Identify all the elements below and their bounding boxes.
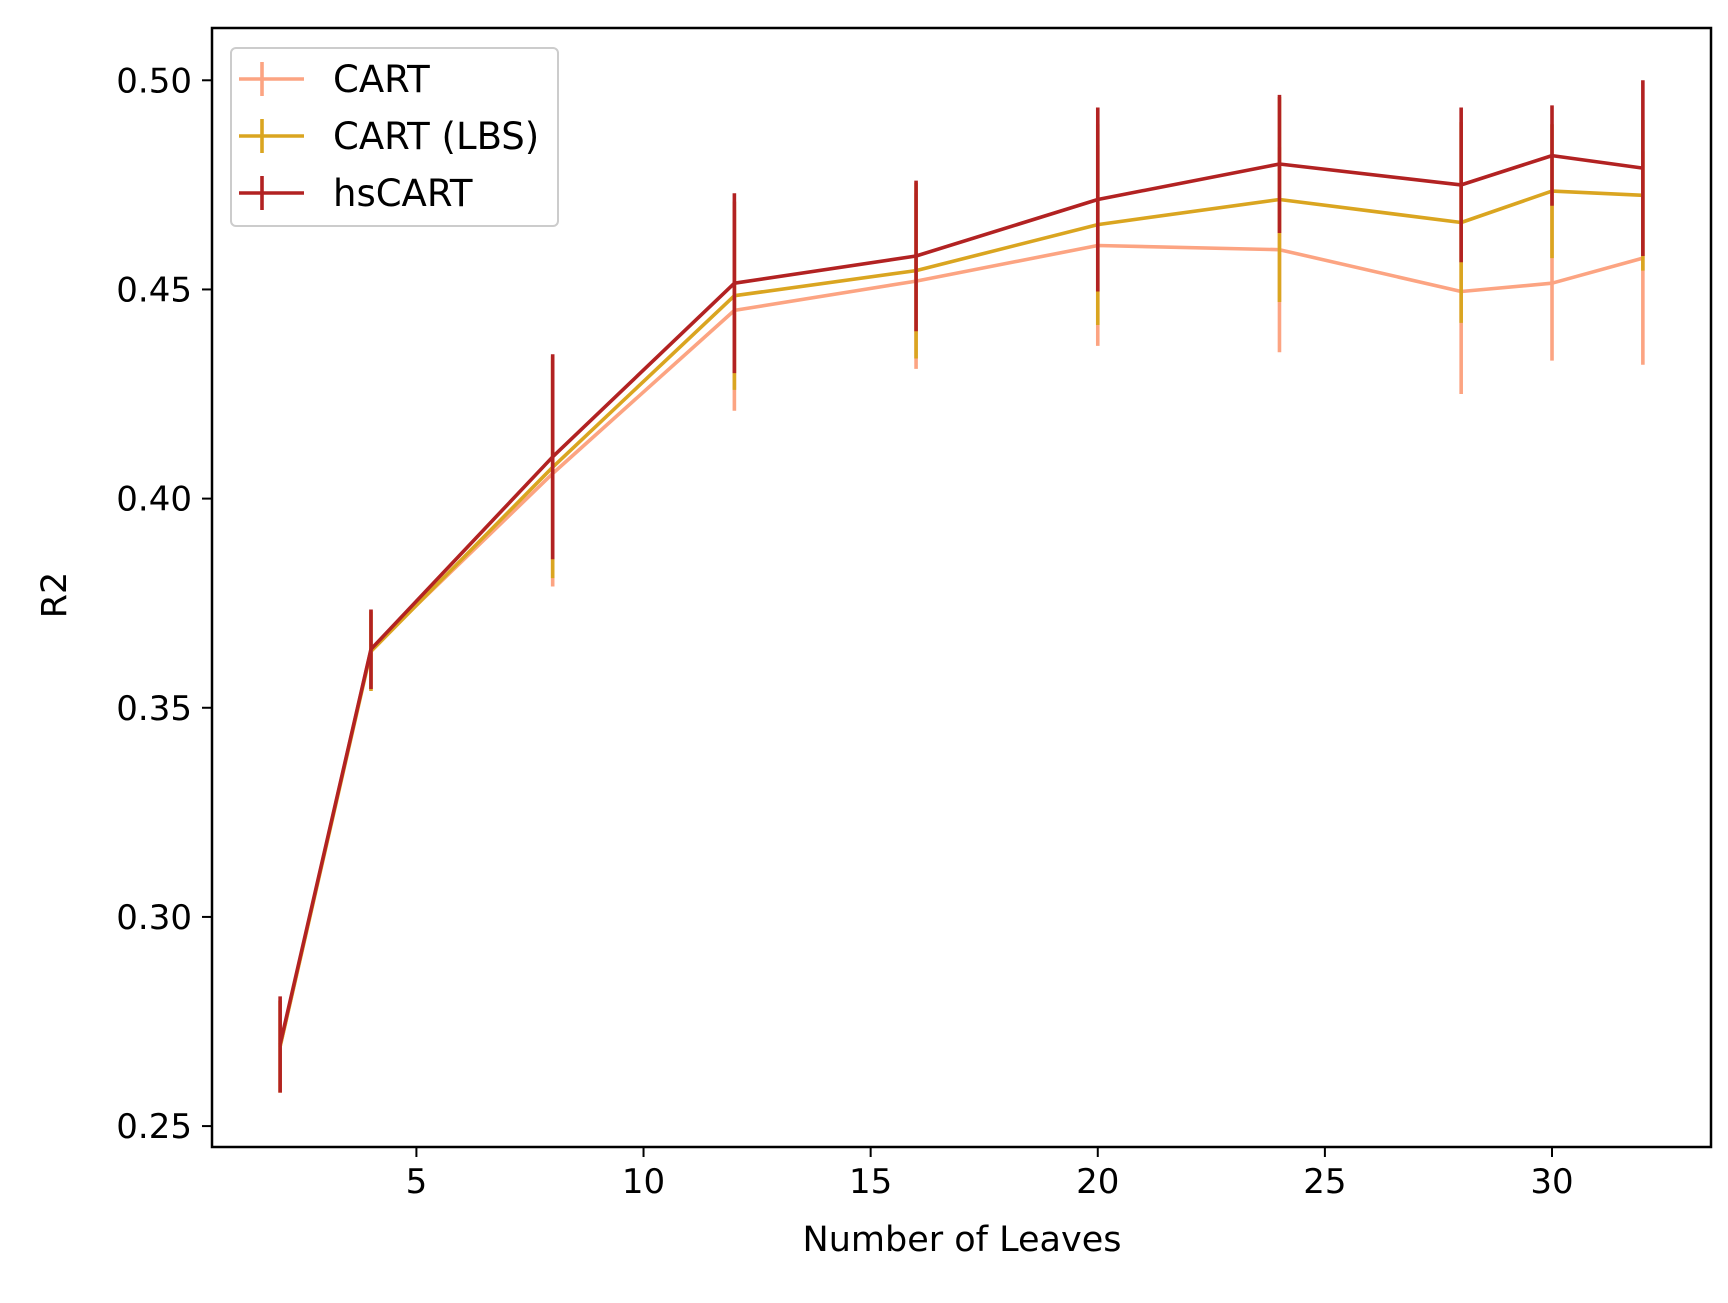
legend-box bbox=[230, 47, 559, 227]
series-3-group bbox=[278, 80, 1645, 1093]
x-tick-label: 30 bbox=[1530, 1162, 1573, 1202]
x-axis-label: Number of Leaves bbox=[803, 1220, 1122, 1260]
legend-label: hsCART bbox=[333, 172, 473, 215]
series-line bbox=[278, 153, 1644, 1045]
y-tick-label: 0.40 bbox=[116, 480, 192, 520]
x-tick-label: 5 bbox=[406, 1162, 428, 1202]
x-tick-label: 20 bbox=[1076, 1162, 1119, 1202]
legend-label: CART (LBS) bbox=[333, 115, 539, 158]
axes-frame bbox=[210, 26, 1713, 1149]
axis-ticks: 5 10 15 20 25 30 0.25 0.30 0.35 0.40 0.45 0.50 bbox=[116, 61, 1573, 1202]
y-tick-label: 0.25 bbox=[116, 1107, 192, 1147]
legend: CART CART (LBS) hsCART bbox=[230, 47, 559, 227]
y-axis-label: R2 bbox=[35, 572, 75, 619]
y-tick-label: 0.35 bbox=[116, 689, 192, 729]
y-tick-label: 0.45 bbox=[116, 270, 192, 310]
series-line bbox=[278, 189, 1643, 1048]
x-tick-label: 25 bbox=[1303, 1162, 1346, 1202]
x-tick-label: 15 bbox=[849, 1162, 892, 1202]
plot-area bbox=[278, 80, 1645, 1093]
legend-label: CART bbox=[333, 58, 430, 101]
y-tick-label: 0.30 bbox=[116, 898, 192, 938]
x-tick-label: 10 bbox=[622, 1162, 665, 1202]
y-tick-label: 0.50 bbox=[116, 61, 192, 101]
